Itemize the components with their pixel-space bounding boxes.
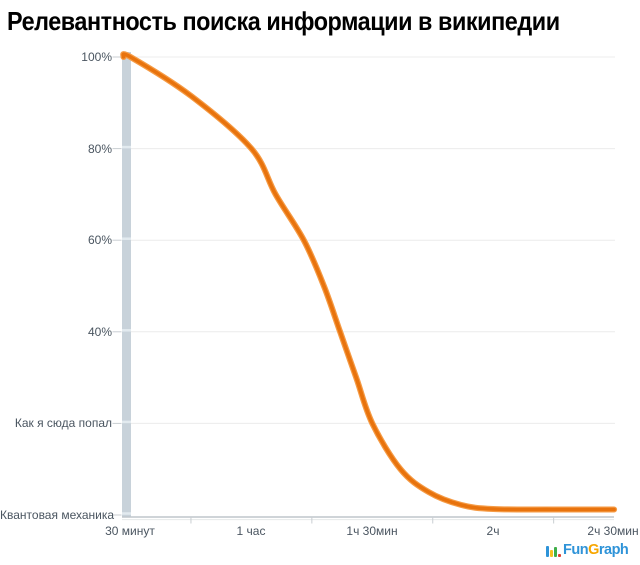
x-axis-tick-label-2h30: 2ч 30мин [587, 524, 639, 538]
relevance-curve [121, 52, 616, 512]
y-axis-bar [122, 52, 131, 517]
y-axis-tick-label-0: Квантовая механика [0, 508, 115, 522]
chart-title: Релевантность поиска информации в википе… [7, 6, 560, 36]
x-axis-tick-label-30min: 30 минут [105, 524, 155, 538]
x-axis-tick-label-2h: 2ч [486, 524, 500, 538]
logo-text-fun: Fun [563, 542, 589, 558]
relevance-curve-halo [120, 51, 618, 513]
y-axis-tick-label-20: Как я сюда попал [14, 416, 112, 430]
fungraph-logo-text: FunGraph [563, 541, 629, 559]
y-axis-tick-label-40: 40% [87, 325, 112, 339]
x-axis-tick-label-1h: 1 час [236, 524, 266, 538]
y-axis-tick-label-100: 100% [81, 50, 112, 64]
y-axis-tick-label-80: 80% [87, 142, 112, 156]
x-axis-tick-label-1h30: 1ч 30мин [346, 524, 398, 538]
logo-text-raph: raph [598, 542, 629, 558]
logo-text-g: G [588, 542, 599, 558]
fungraph-bars-icon [545, 543, 561, 559]
y-axis-tick-label-60: 60% [87, 233, 112, 247]
fungraph-logo: FunGraph [545, 539, 629, 559]
